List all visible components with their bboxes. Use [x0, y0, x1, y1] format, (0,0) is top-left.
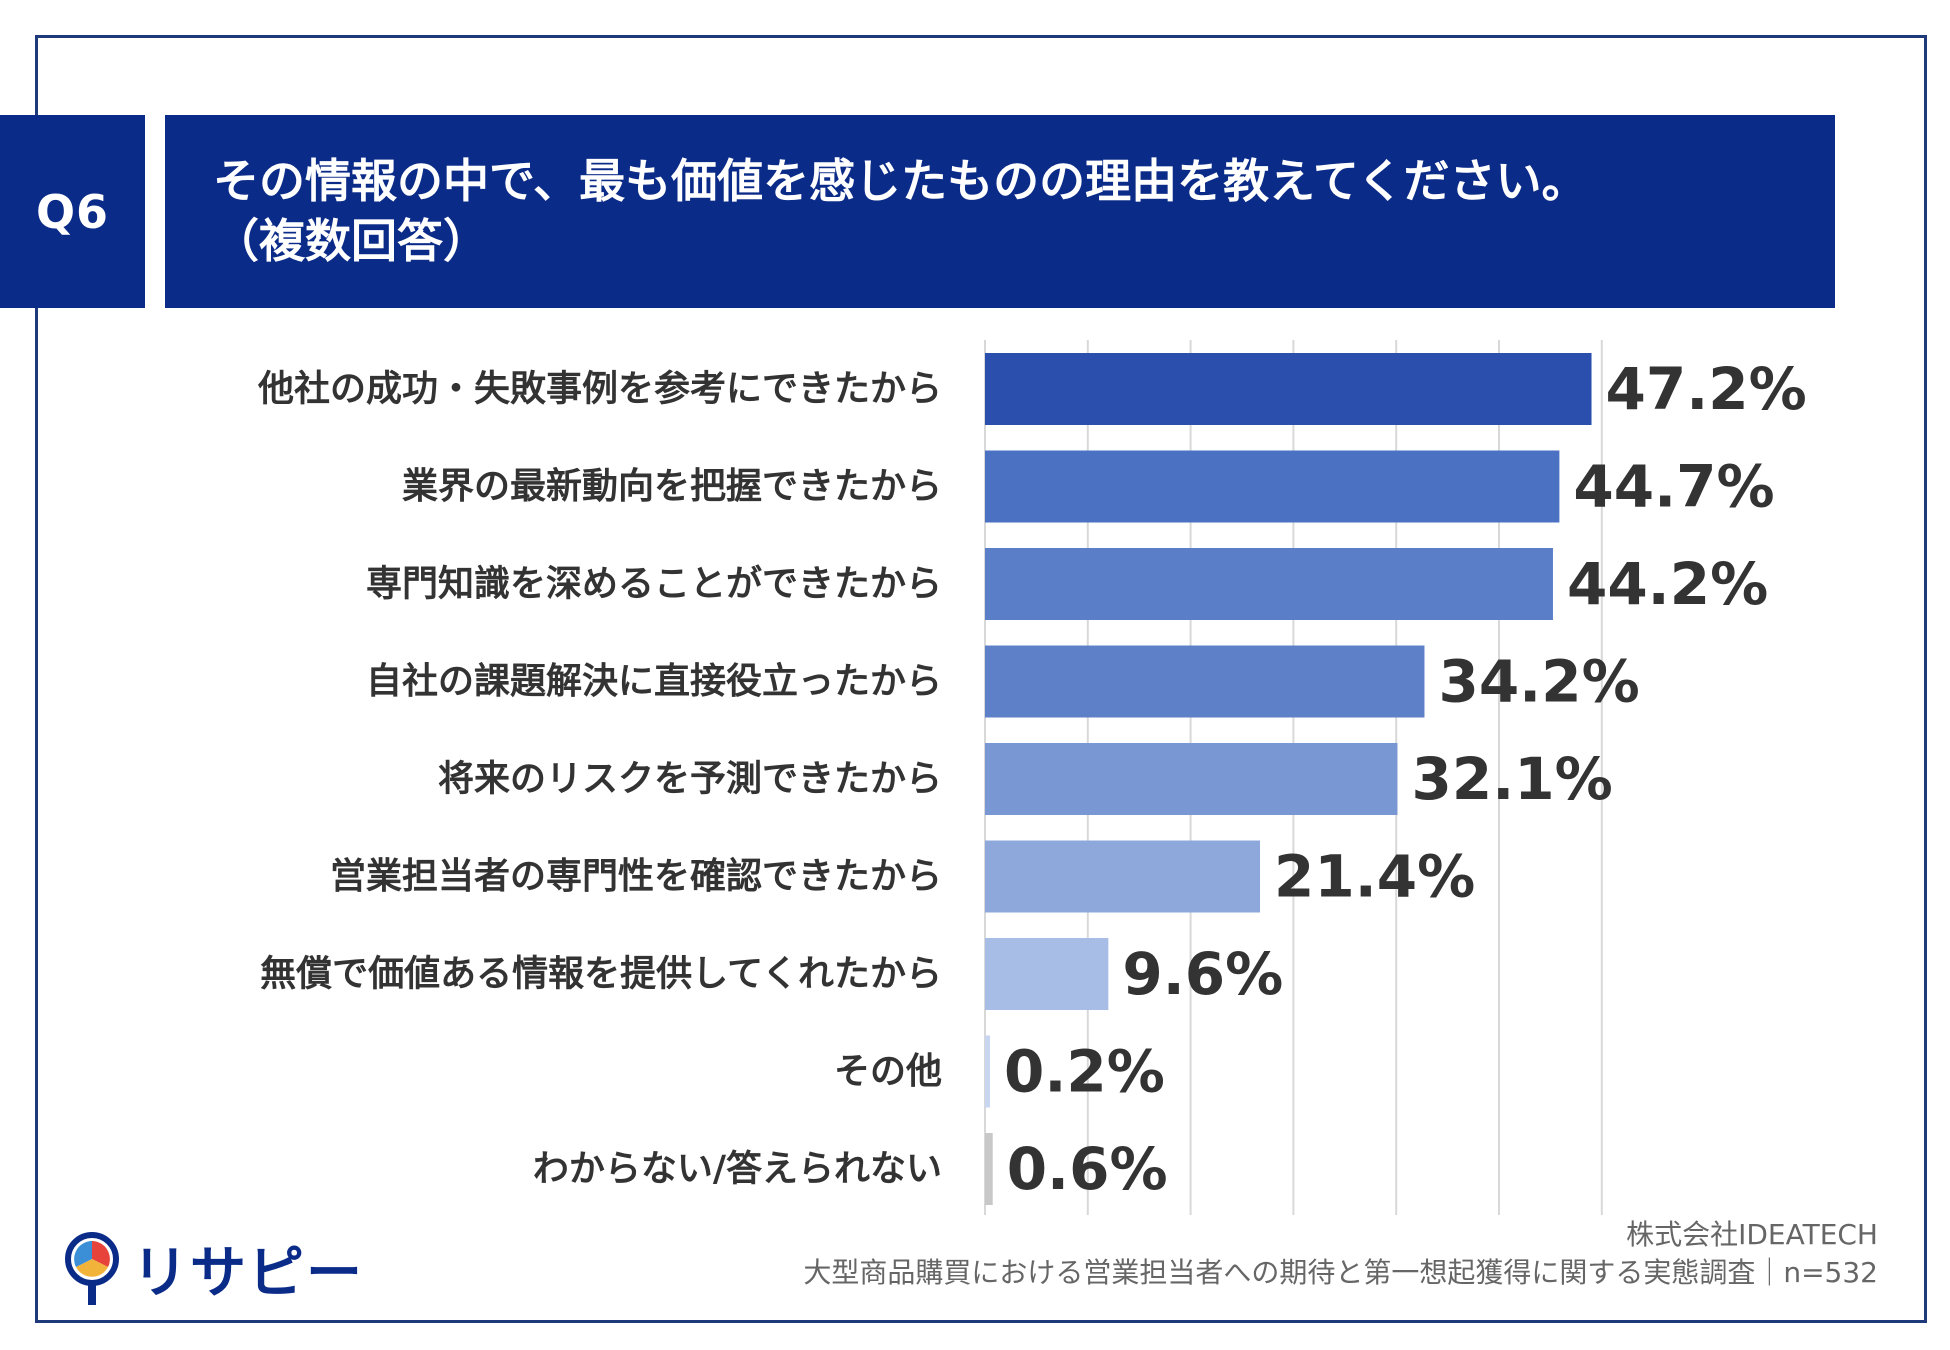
brand-logo: リサピー — [62, 1228, 364, 1309]
bar — [985, 1133, 993, 1205]
value-label: 44.7% — [1573, 453, 1774, 521]
title-banner: その情報の中で、最も価値を感じたものの理由を教えてください。 （複数回答） — [165, 115, 1835, 308]
category-label: 業界の最新動向を把握できたから — [402, 466, 942, 507]
chart-frame — [35, 35, 1927, 1323]
question-badge: Q6 — [0, 115, 145, 308]
value-label: 21.4% — [1274, 843, 1475, 911]
bar — [985, 1035, 990, 1108]
value-label: 0.6% — [1007, 1135, 1168, 1203]
chart-subtitle: （複数回答） — [213, 214, 489, 268]
category-label: 専門知識を深めることができたから — [366, 564, 942, 605]
category-label: わからない/答えられない — [533, 1149, 942, 1190]
chart-title: その情報の中で、最も価値を感じたものの理由を教えてください。 — [213, 154, 1588, 208]
category-label: 将来のリスクを予測できたから — [438, 759, 942, 800]
bar — [985, 840, 1260, 913]
survey-source: 大型商品購買における営業担当者への期待と第一想起獲得に関する実態調査｜n=532 — [803, 1256, 1878, 1289]
category-label: 営業担当者の専門性を確認できたから — [330, 856, 942, 897]
bar — [985, 548, 1553, 620]
company-name: 株式会社IDEATECH — [1626, 1218, 1878, 1251]
value-label: 47.2% — [1606, 355, 1807, 423]
bar — [985, 353, 1592, 425]
category-label: その他 — [834, 1051, 942, 1092]
category-label: 自社の課題解決に直接役立ったから — [366, 661, 942, 702]
logo-pin-icon — [65, 1231, 119, 1305]
bar — [985, 938, 1109, 1010]
category-label: 他社の成功・失敗事例を参考にできたから — [257, 369, 942, 410]
value-label: 32.1% — [1411, 745, 1612, 813]
value-label: 34.2% — [1438, 648, 1639, 716]
value-label: 44.2% — [1567, 550, 1768, 618]
bar — [985, 450, 1560, 523]
category-label: 無償で価値ある情報を提供してくれたから — [260, 954, 942, 995]
value-label: 0.2% — [1004, 1038, 1165, 1106]
logo-text: リサピー — [132, 1241, 364, 1306]
bar — [985, 645, 1425, 718]
bar — [985, 743, 1398, 815]
value-label: 9.6% — [1122, 940, 1283, 1008]
